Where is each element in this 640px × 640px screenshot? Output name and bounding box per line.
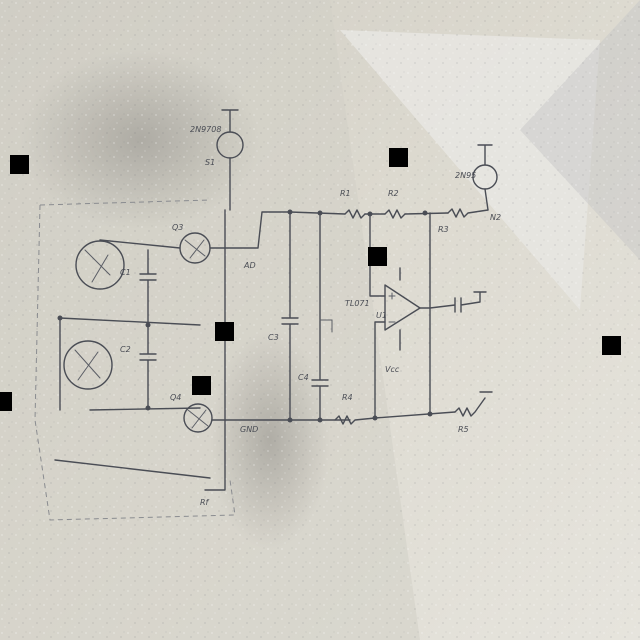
transistor-q4-circle	[183, 403, 213, 433]
label-q3: Q3	[172, 223, 183, 232]
cap-c2	[139, 324, 157, 409]
transistor-q3-leads	[184, 239, 206, 259]
label-node-bottom: GND	[240, 425, 258, 434]
label-r2: R2	[388, 189, 399, 198]
redaction-7	[0, 392, 12, 411]
transistor-q3: Q3 AD	[172, 211, 291, 270]
redaction-1	[10, 155, 29, 174]
label-c3: C3	[268, 333, 279, 342]
label-c2: C2	[120, 345, 131, 354]
lamp-right: 2N95 N2	[455, 144, 501, 222]
trunk-wire	[54, 209, 226, 491]
resistor-r5	[454, 397, 486, 417]
label-q4: Q4	[170, 393, 181, 402]
middle-capacitors: C3 C4	[268, 211, 333, 423]
label-r4: R4	[342, 393, 353, 402]
cap-c3	[281, 211, 299, 421]
lamp-top: 2N9708 S1	[190, 109, 244, 211]
transistor-s1-circle	[75, 240, 125, 290]
resistor-r1	[344, 209, 366, 219]
label-lamp-right-ref: N2	[490, 213, 501, 222]
label-lamp-top: 2N9708	[190, 125, 221, 134]
redaction-3	[368, 247, 387, 266]
label-r1: R1	[340, 189, 351, 198]
label-r3: R3	[438, 225, 449, 234]
transistor-s2-circle	[63, 340, 113, 390]
lamp-right-leads	[477, 144, 493, 211]
enclosure-dashed	[34, 199, 236, 521]
label-lamp-top-ref: S1	[205, 158, 215, 167]
label-opamp-ref: U1	[376, 311, 387, 320]
redaction-2	[389, 148, 408, 167]
redaction-6	[602, 336, 621, 355]
cap-c4	[311, 212, 329, 421]
label-lamp-right: 2N95	[455, 171, 476, 180]
label-r5: R5	[458, 425, 469, 434]
transistor-s1-leads	[84, 249, 111, 283]
resistor-r2	[384, 209, 406, 219]
redactions	[0, 148, 621, 411]
lamp-top-leads	[221, 109, 239, 211]
label-node-top: Vcc	[385, 365, 400, 374]
resistor-r4	[334, 415, 376, 425]
label-feedback: Rf	[200, 498, 210, 507]
bridge-capacitors: C1 C2	[120, 249, 157, 409]
q3-output-wire	[209, 211, 291, 249]
opamp-triangle	[384, 284, 421, 331]
bottom-rail: R4 R5	[334, 391, 493, 434]
opamp-output-cap	[429, 291, 487, 313]
transistor-q4-leads	[187, 409, 209, 429]
label-c4: C4	[298, 373, 309, 382]
label-c1: C1	[120, 268, 131, 277]
redaction-4	[215, 322, 234, 341]
transistor-q4: Q4 GND	[170, 393, 351, 434]
redaction-5	[192, 376, 211, 395]
label-opamp: TL071	[345, 299, 370, 308]
cap-c1	[139, 249, 157, 326]
op-amp: TL071 U1 Vcc	[345, 212, 487, 419]
transistor-s2-leads	[74, 349, 101, 381]
bridge-wires	[59, 239, 201, 411]
label-node-mid: AD	[243, 261, 256, 270]
top-rail: R1 R2 R3	[287, 189, 489, 234]
resistor-r3	[447, 208, 489, 218]
